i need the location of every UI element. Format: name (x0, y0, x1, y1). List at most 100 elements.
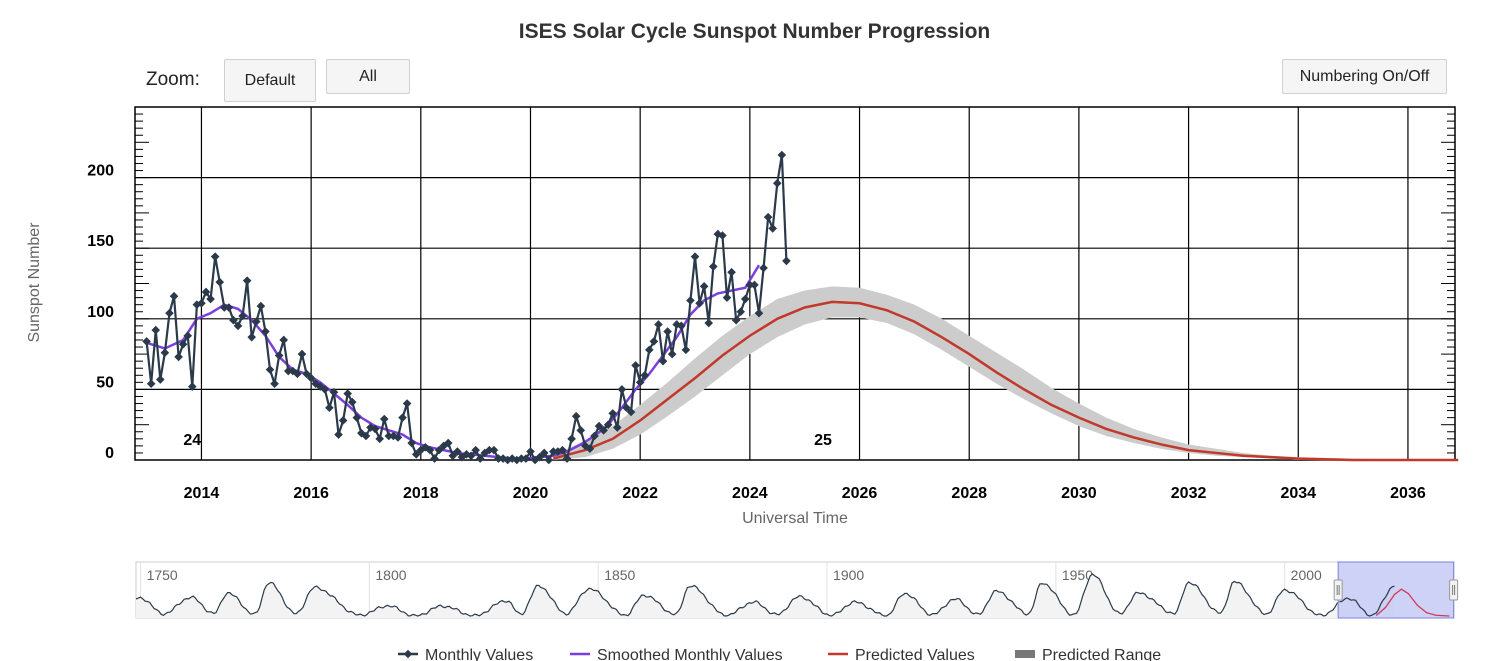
monthly-point (603, 420, 613, 429)
monthly-point (736, 307, 746, 317)
monthly-point (293, 369, 302, 379)
navigator-tick-label: 1950 (1062, 567, 1093, 583)
y-tick-label: 100 (87, 304, 114, 321)
monthly-point (329, 387, 339, 397)
monthly-point (727, 267, 736, 277)
monthly-point (590, 431, 599, 441)
monthly-point (279, 335, 289, 345)
navigator-tick-label: 1750 (147, 567, 178, 583)
monthly-point (251, 317, 261, 326)
monthly-point (393, 433, 403, 442)
navigator: 1750 1800 1850 1900 1950 2000 (135, 561, 1459, 619)
monthly-point (375, 434, 384, 444)
monthly-point (585, 444, 595, 454)
monthly-point (562, 454, 572, 463)
legend-label: Predicted Values (855, 647, 975, 661)
monthly-point (704, 318, 714, 328)
navigator-selection (1337, 561, 1455, 619)
x-tick-label: 2026 (842, 485, 878, 502)
monthly-point (178, 339, 188, 349)
legend: Monthly Values Smoothed Monthly Values Pre… (398, 647, 1161, 661)
y-tick-label: 200 (87, 163, 114, 180)
monthly-point (421, 442, 430, 452)
monthly-point (361, 431, 371, 441)
monthly-point (645, 345, 654, 355)
monthly-point (530, 455, 540, 465)
monthly-point (782, 256, 791, 266)
monthly-point (677, 321, 686, 331)
monthly-point (265, 365, 275, 374)
monthly-point (425, 445, 435, 455)
monthly-point (681, 345, 691, 355)
monthly-point (366, 423, 375, 432)
monthly-point (311, 379, 320, 389)
legend-item[interactable]: Smoothed Monthly Values (570, 647, 783, 661)
y-tick-label: 50 (96, 374, 114, 391)
monthly-point (631, 361, 640, 370)
monthly-point (626, 407, 636, 417)
cycle-label: 25 (814, 432, 832, 449)
monthly-point (416, 445, 426, 455)
monthly-point (160, 348, 170, 357)
x-tick-label: 2036 (1390, 485, 1426, 502)
monthly-point (549, 447, 558, 456)
monthly-point (302, 369, 311, 379)
x-tick-label: 2028 (951, 485, 987, 502)
monthly-point (439, 441, 448, 451)
monthly-point (521, 454, 531, 463)
navigator-tick-label: 1900 (833, 567, 864, 583)
legend-label: Monthly Values (425, 647, 533, 661)
x-tick-label: 2030 (1061, 485, 1097, 502)
navigator-frame (135, 561, 1455, 619)
monthly-point (169, 291, 179, 301)
monthly-point (622, 403, 631, 413)
navigator-handle-left[interactable] (1333, 579, 1343, 601)
monthly-point (174, 352, 183, 362)
monthly-point (507, 454, 517, 463)
monthly-point (475, 454, 485, 463)
monthly-point (617, 385, 627, 394)
x-tick-label: 2014 (184, 485, 220, 502)
monthly-point (156, 375, 165, 384)
monthly-point (708, 262, 718, 271)
monthly-point (183, 331, 193, 341)
monthly-point (635, 378, 645, 387)
navigator-handle-right[interactable] (1449, 579, 1459, 601)
monthly-point (480, 448, 490, 458)
monthly-point (494, 454, 503, 463)
smoothed-line (146, 264, 761, 460)
monthly-point (165, 308, 174, 318)
monthly-point (398, 413, 407, 422)
monthly-series (142, 150, 791, 465)
legend-item[interactable]: Monthly Values (398, 647, 533, 661)
monthly-point (151, 325, 161, 335)
monthly-point (763, 212, 773, 222)
monthly-point (288, 366, 298, 376)
legend-label: Predicted Range (1042, 647, 1161, 661)
monthly-point (357, 428, 366, 438)
legend-item[interactable]: Predicted Range (1015, 647, 1161, 661)
monthly-point (261, 327, 270, 336)
monthly-point (745, 280, 755, 290)
navigator-predicted-line (1375, 588, 1450, 617)
smoothed-series (146, 264, 761, 460)
monthly-point (535, 452, 544, 462)
monthly-point (411, 450, 421, 459)
monthly-point (457, 452, 467, 462)
monthly-point (713, 229, 723, 239)
monthly-point (142, 337, 151, 346)
numbering-toggle-button[interactable]: Numbering On/Off (1282, 59, 1447, 94)
predicted-line (553, 300, 1459, 462)
x-axis-title: Universal Time (742, 510, 848, 527)
monthly-point (498, 454, 508, 463)
legend-item[interactable]: Predicted Values (828, 647, 975, 661)
monthly-point (224, 303, 234, 312)
predicted-range-band (553, 286, 1459, 460)
zoom-all-button[interactable]: All (326, 59, 410, 94)
monthly-point (485, 445, 494, 455)
zoom-default-button[interactable]: Default (224, 59, 316, 102)
monthly-point (558, 445, 567, 455)
monthly-point (663, 327, 672, 336)
zoom-label: Zoom: (146, 69, 200, 90)
monthly-point (750, 280, 759, 290)
